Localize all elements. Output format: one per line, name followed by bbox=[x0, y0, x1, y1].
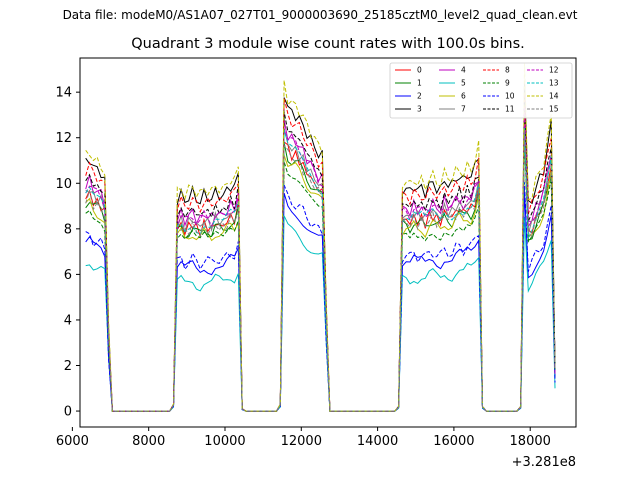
x-tick-label: 16000 bbox=[433, 434, 474, 449]
series-line-9 bbox=[85, 139, 556, 412]
y-tick-label: 14 bbox=[55, 86, 72, 101]
legend-label-14: 14 bbox=[549, 92, 559, 101]
series-line-8 bbox=[85, 92, 556, 412]
series-line-11 bbox=[85, 101, 556, 412]
series-lines bbox=[85, 63, 556, 412]
legend-label-9: 9 bbox=[505, 79, 510, 88]
x-tick-label: 10000 bbox=[204, 434, 245, 449]
legend-label-6: 6 bbox=[461, 92, 466, 101]
x-tick-label: 18000 bbox=[510, 434, 551, 449]
y-tick-label: 2 bbox=[64, 359, 72, 374]
y-tick-label: 8 bbox=[64, 222, 72, 237]
legend-label-0: 0 bbox=[417, 66, 422, 75]
x-tick-label: 8000 bbox=[132, 434, 165, 449]
x-tick-label: 14000 bbox=[357, 434, 398, 449]
series-line-15 bbox=[85, 130, 556, 412]
legend-label-1: 1 bbox=[417, 79, 422, 88]
x-offset-label: +3.281e8 bbox=[512, 455, 576, 470]
y-tick-label: 10 bbox=[55, 177, 72, 192]
x-tick-label: 12000 bbox=[281, 434, 322, 449]
x-axis: 6000 8000 10000 12000 14000 16000 18000 bbox=[56, 427, 551, 449]
figure-suptitle: Data file: modeM0/AS1A07_027T01_90000036… bbox=[62, 8, 578, 22]
legend-box bbox=[389, 62, 573, 119]
legend-label-7: 7 bbox=[461, 105, 466, 114]
y-tick-label: 6 bbox=[64, 268, 72, 283]
legend-label-4: 4 bbox=[461, 66, 466, 75]
legend-label-13: 13 bbox=[549, 79, 559, 88]
legend-label-8: 8 bbox=[505, 66, 510, 75]
legend-label-10: 10 bbox=[505, 92, 515, 101]
y-axis: 0 2 4 6 8 10 12 14 bbox=[55, 86, 80, 420]
y-tick-label: 12 bbox=[55, 131, 72, 146]
legend-label-11: 11 bbox=[505, 105, 515, 114]
legend-label-12: 12 bbox=[549, 66, 559, 75]
legend-label-15: 15 bbox=[549, 105, 559, 114]
chart-title: Quadrant 3 module wise count rates with … bbox=[131, 36, 525, 52]
y-tick-label: 4 bbox=[64, 313, 72, 328]
x-tick-label: 6000 bbox=[56, 434, 89, 449]
y-tick-label: 0 bbox=[64, 405, 72, 420]
legend-label-2: 2 bbox=[417, 92, 422, 101]
legend-label-5: 5 bbox=[461, 79, 466, 88]
legend-label-3: 3 bbox=[417, 105, 422, 114]
axes-frame bbox=[79, 57, 577, 428]
